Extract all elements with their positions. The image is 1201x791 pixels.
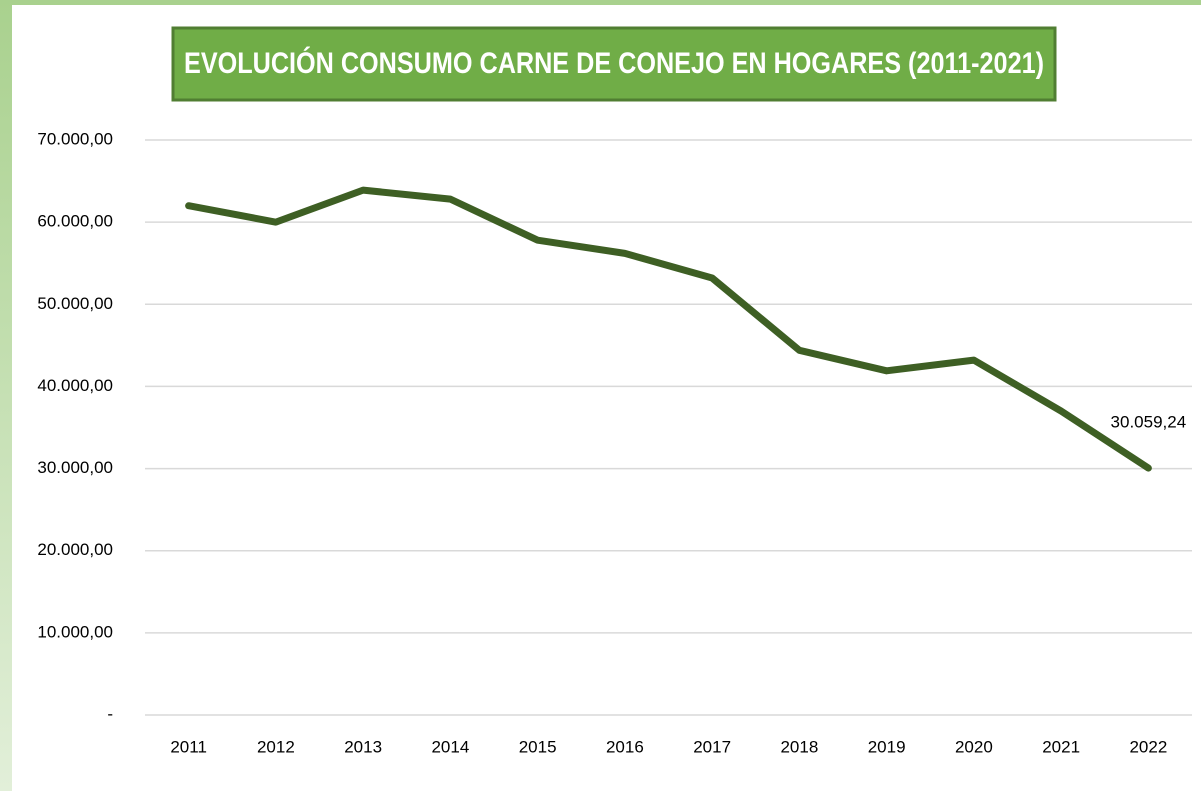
chart-area — [12, 5, 1201, 791]
y-tick-label: 70.000,00 — [37, 129, 113, 148]
y-tick-label: 10.000,00 — [37, 622, 113, 641]
x-tick-label: 2011 — [170, 737, 207, 756]
x-tick-label: 2020 — [955, 737, 993, 756]
x-tick-label: 2019 — [868, 737, 906, 756]
y-tick-label: 20.000,00 — [37, 540, 113, 559]
y-tick-label: - — [107, 704, 113, 723]
x-tick-label: 2018 — [780, 737, 818, 756]
y-tick-label: 50.000,00 — [37, 294, 113, 313]
x-tick-label: 2021 — [1042, 737, 1080, 756]
chart-title: EVOLUCIÓN CONSUMO CARNE DE CONEJO EN HOG… — [184, 46, 1044, 80]
y-tick-label: 40.000,00 — [37, 376, 113, 395]
x-tick-label: 2012 — [257, 737, 295, 756]
x-tick-label: 2017 — [693, 737, 731, 756]
x-tick-label: 2015 — [519, 737, 557, 756]
data-line — [185, 186, 1152, 472]
y-tick-label: 60.000,00 — [37, 212, 113, 231]
x-tick-label: 2022 — [1129, 737, 1167, 756]
y-tick-label: 30.000,00 — [37, 458, 113, 477]
x-tick-label: 2014 — [431, 737, 469, 756]
x-tick-label: 2016 — [606, 737, 644, 756]
data-label: 30.059,24 — [1111, 413, 1187, 432]
title-box — [171, 26, 1057, 102]
x-tick-label: 2013 — [344, 737, 382, 756]
